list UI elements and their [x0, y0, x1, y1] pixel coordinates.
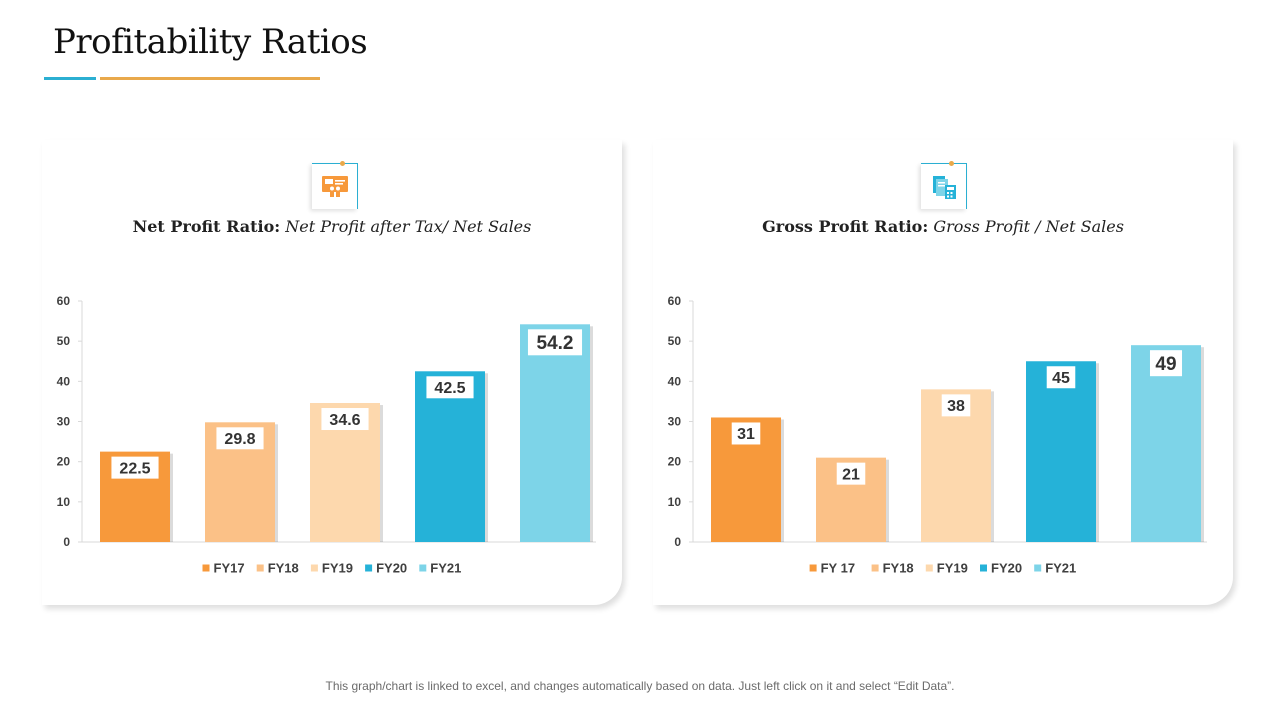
data-label: 21 [842, 466, 860, 483]
legend-swatch [256, 564, 264, 572]
y-tick-label: 60 [57, 294, 71, 308]
data-label-bg [111, 456, 159, 479]
legend-item: FY17 [214, 561, 245, 576]
net-profit-chart: 0 10 20 30 40 50 60 22.5 29.8 34.6 42.5 54.2 FY17 FY1… [57, 294, 596, 576]
legend-item: FY18 [883, 561, 914, 576]
legend-swatch [202, 564, 210, 572]
data-label-bg [527, 329, 583, 356]
net-profit-formula-text: Net Profit after Tax/ Net Sales [285, 217, 532, 236]
legend-swatch [980, 564, 987, 572]
y-tick-label: 10 [57, 495, 71, 509]
legend-item: FY18 [268, 561, 299, 576]
data-label: 29.8 [224, 431, 255, 448]
y-tick-label: 20 [668, 455, 682, 469]
y-tick-label: 20 [57, 455, 71, 469]
data-label-bg [836, 462, 866, 485]
net-profit-label: Net Profit Ratio: [132, 217, 281, 236]
legend-swatch [809, 564, 817, 572]
data-label-bg [1149, 350, 1183, 377]
data-label-bg [321, 408, 369, 431]
legend-swatch [871, 564, 879, 572]
y-tick-label: 60 [668, 294, 682, 308]
y-tick-label: 30 [57, 415, 71, 429]
y-tick-label: 50 [668, 334, 682, 348]
data-label-bg [426, 376, 474, 399]
data-label: 38 [947, 398, 965, 415]
legend-item: FY20 [376, 561, 407, 576]
bar-fy21 [1131, 345, 1201, 542]
legend-swatch [310, 564, 318, 572]
legend-swatch [365, 564, 373, 572]
legend-swatch [1034, 564, 1042, 572]
legend-item: FY19 [322, 561, 353, 576]
data-label-bg [216, 427, 264, 450]
data-label: 45 [1052, 370, 1070, 387]
data-label: 22.5 [119, 460, 150, 477]
y-tick-label: 50 [57, 334, 71, 348]
gross-profit-icon-box [921, 161, 967, 209]
gross-profit-chart: 0 10 20 30 40 50 60 31 21 38 45 49 FY 17 FY18 FY19 FY20… [668, 294, 1207, 576]
data-label: 42.5 [434, 380, 465, 397]
data-label: 31 [737, 426, 755, 443]
y-tick-label: 10 [668, 495, 682, 509]
title-underline-orange [100, 77, 320, 80]
legend-item: FY21 [1045, 561, 1076, 576]
footer-note: This graph/chart is linked to excel, and… [325, 679, 955, 693]
legend-item: FY21 [430, 561, 461, 576]
data-label-bg [941, 394, 971, 417]
bar-fy20 [1026, 361, 1096, 542]
data-label: 49 [1155, 354, 1176, 375]
net-profit-formula: Net Profit Ratio: Net Profit after Tax/ … [42, 217, 622, 236]
data-label: 34.6 [329, 412, 360, 429]
bar-fy20 [415, 371, 485, 542]
y-tick-label: 40 [668, 374, 682, 388]
gross-profit-formula: Gross Profit Ratio: Gross Profit / Net S… [653, 217, 1233, 236]
legend-item: FY 17 [821, 561, 855, 576]
presentation-board-icon [321, 175, 348, 197]
page-title: Profitability Ratios [53, 22, 368, 62]
data-label: 54.2 [537, 333, 574, 354]
net-profit-panel: Net Profit Ratio: Net Profit after Tax/ … [42, 140, 622, 605]
bar-fy21 [520, 324, 590, 542]
y-tick-label: 0 [674, 535, 681, 549]
gross-profit-label: Gross Profit Ratio: [762, 217, 929, 236]
data-label-bg [1046, 366, 1076, 389]
documents-calculator-icon [932, 175, 956, 199]
legend-item: FY19 [937, 561, 968, 576]
gross-profit-panel: Gross Profit Ratio: Gross Profit / Net S… [653, 140, 1233, 605]
y-tick-label: 0 [63, 535, 70, 549]
y-tick-label: 40 [57, 374, 71, 388]
legend-swatch [925, 564, 933, 572]
gross-profit-formula-text: Gross Profit / Net Sales [933, 217, 1124, 236]
title-underline-blue [44, 77, 96, 80]
net-profit-icon-box [312, 161, 358, 209]
y-tick-label: 30 [668, 415, 682, 429]
legend-item: FY20 [991, 561, 1022, 576]
legend-swatch [419, 564, 427, 572]
data-label-bg [731, 422, 761, 445]
